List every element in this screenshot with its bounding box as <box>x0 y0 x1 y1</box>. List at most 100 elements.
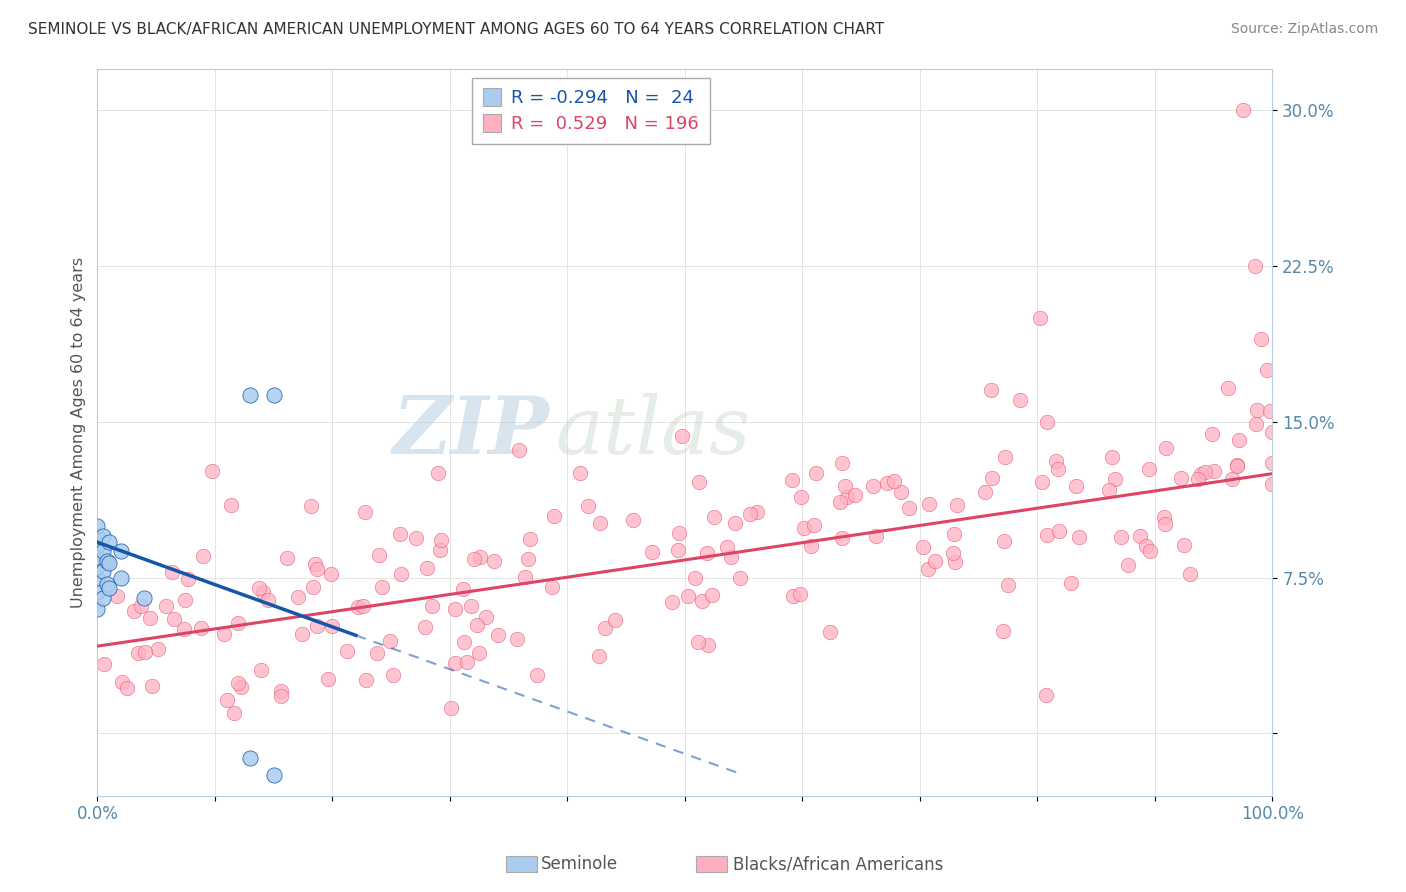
Point <box>818 625 841 640</box>
Point <box>917 562 939 576</box>
Point <box>177 573 200 587</box>
Point <box>862 479 884 493</box>
Point <box>1204 465 1226 479</box>
Point <box>444 656 467 670</box>
Point <box>1139 544 1161 558</box>
Point <box>1261 477 1284 491</box>
Point <box>1232 103 1254 117</box>
Point <box>671 429 693 443</box>
Text: SEMINOLE VS BLACK/AFRICAN AMERICAN UNEMPLOYMENT AMONG AGES 60 TO 64 YEARS CORREL: SEMINOLE VS BLACK/AFRICAN AMERICAN UNEMP… <box>28 22 884 37</box>
Point <box>305 562 328 576</box>
Point <box>1256 363 1278 377</box>
Point <box>91 591 114 606</box>
Point <box>1104 473 1126 487</box>
Point <box>1187 472 1209 486</box>
Point <box>1243 259 1265 273</box>
Point <box>688 475 710 489</box>
Point <box>526 668 548 682</box>
Point <box>1189 467 1212 481</box>
Point <box>229 681 252 695</box>
Point <box>86 549 108 564</box>
Point <box>1101 450 1123 465</box>
Point <box>1153 516 1175 531</box>
Point <box>1201 427 1223 442</box>
Point <box>426 466 449 480</box>
Point <box>440 701 463 715</box>
Point <box>291 627 314 641</box>
Point <box>1047 524 1070 538</box>
Point <box>946 498 969 512</box>
Point <box>1045 454 1067 468</box>
Point <box>588 648 610 663</box>
Text: Seminole: Seminole <box>541 855 619 873</box>
Point <box>141 679 163 693</box>
Text: ZIP: ZIP <box>392 393 550 471</box>
Y-axis label: Unemployment Among Ages 60 to 64 years: Unemployment Among Ages 60 to 64 years <box>72 257 86 607</box>
Point <box>1226 459 1249 474</box>
Point <box>86 585 108 599</box>
Point <box>789 587 811 601</box>
Point <box>276 551 298 566</box>
Point <box>943 555 966 569</box>
Point <box>720 549 742 564</box>
Point <box>127 646 149 660</box>
Point <box>974 485 997 500</box>
Point <box>475 609 498 624</box>
Text: atlas: atlas <box>555 393 751 471</box>
Point <box>105 589 128 603</box>
Point <box>1170 471 1192 485</box>
Point <box>1244 417 1267 431</box>
Point <box>319 566 342 581</box>
Legend: R = -0.294   N =  24, R =  0.529   N = 196: R = -0.294 N = 24, R = 0.529 N = 196 <box>472 78 710 144</box>
Point <box>676 589 699 603</box>
Point <box>110 543 132 558</box>
Point <box>468 550 491 565</box>
Point <box>844 488 866 502</box>
Point <box>160 565 183 579</box>
Point <box>302 580 325 594</box>
Point <box>745 506 768 520</box>
Point <box>1258 404 1281 418</box>
Point <box>924 554 946 568</box>
Point <box>163 612 186 626</box>
Point <box>429 533 451 547</box>
Point <box>98 581 121 595</box>
Point <box>683 571 706 585</box>
Point <box>86 529 108 543</box>
Point <box>898 501 921 516</box>
Point <box>831 456 853 470</box>
Point <box>543 509 565 524</box>
Point <box>429 543 451 558</box>
Point <box>993 534 1015 549</box>
Point <box>353 599 375 613</box>
Point <box>890 484 912 499</box>
Point <box>1008 393 1031 408</box>
Point <box>1031 475 1053 489</box>
Point <box>468 646 491 660</box>
Point <box>226 675 249 690</box>
Point <box>1246 403 1268 417</box>
Point <box>451 582 474 596</box>
Point <box>876 475 898 490</box>
Point <box>201 464 224 478</box>
Point <box>724 516 747 530</box>
Point <box>738 507 761 521</box>
Point <box>800 539 823 553</box>
Point <box>382 667 405 681</box>
Point <box>912 541 935 555</box>
Point <box>1029 310 1052 325</box>
Text: Blacks/African Americans: Blacks/African Americans <box>733 855 943 873</box>
Point <box>96 577 118 591</box>
Point <box>697 638 720 652</box>
Point <box>980 383 1002 397</box>
Point <box>994 450 1017 465</box>
Point <box>1035 689 1057 703</box>
Point <box>96 554 118 568</box>
Point <box>193 549 215 564</box>
Point <box>371 580 394 594</box>
Text: Source: ZipAtlas.com: Source: ZipAtlas.com <box>1230 22 1378 37</box>
Point <box>316 672 339 686</box>
Point <box>173 622 195 636</box>
Point <box>367 549 389 563</box>
Point <box>305 619 328 633</box>
